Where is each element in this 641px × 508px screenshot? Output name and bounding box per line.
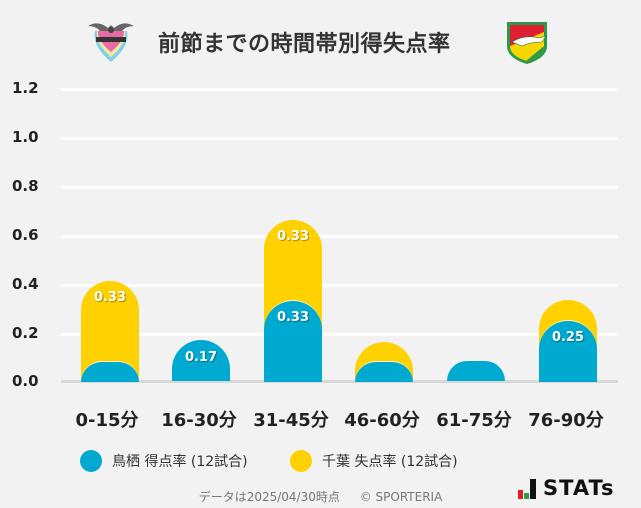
chart-header: 前節までの時間帯別得失点率 <box>0 14 641 70</box>
x-label-46-60: 46-60分 <box>344 410 420 431</box>
legend-item-chiba[interactable]: 千葉 失点率 (12試合) <box>290 450 458 472</box>
y-tick-0-8: 0.8 <box>12 177 39 195</box>
x-label-76-90: 76-90分 <box>528 410 604 431</box>
bar-segment-tosu <box>172 339 230 381</box>
x-label-0-15: 0-15分 <box>75 410 139 431</box>
jef-united-chiba-crest-icon <box>507 22 547 64</box>
y-tick-0-6: 0.6 <box>12 226 39 244</box>
y-tick-0-0: 0.0 <box>12 372 39 390</box>
value-label: 0.33 <box>276 228 310 244</box>
copyright: © SPORTERIA <box>359 490 443 504</box>
stats-brand-text: STATs <box>543 476 615 500</box>
gridline <box>61 88 618 91</box>
sagan-tosu-crest-icon <box>88 23 134 62</box>
gridline <box>61 284 618 287</box>
legend-dot-blue-icon <box>80 450 102 472</box>
legend-label: 鳥栖 得点率 (12試合) <box>112 454 248 470</box>
y-tick-0-2: 0.2 <box>12 324 39 342</box>
value-label: 0.25 <box>551 330 585 345</box>
legend-item-tosu[interactable]: 鳥栖 得点率 (12試合) <box>80 450 248 472</box>
bar-segment-tosu <box>81 361 139 382</box>
x-axis-baseline <box>61 380 618 383</box>
legend-label: 千葉 失点率 (12試合) <box>322 454 458 470</box>
bar-segment-tosu <box>447 361 505 381</box>
data-date-note: データは2025/04/30時点 <box>198 490 340 504</box>
y-tick-0-4: 0.4 <box>12 275 39 293</box>
y-tick-1-0: 1.0 <box>12 128 39 146</box>
value-label: 0.17 <box>184 349 218 365</box>
gridline <box>61 235 618 238</box>
value-label: 0.33 <box>93 289 127 305</box>
y-tick-1-2: 1.2 <box>12 79 39 97</box>
x-label-16-30: 16-30分 <box>161 410 237 431</box>
bar-segment-tosu <box>539 320 597 382</box>
gridline <box>61 186 618 189</box>
x-label-61-75: 61-75分 <box>436 410 512 431</box>
stats-brand-logo: STATs <box>518 478 614 499</box>
chart-title: 前節までの時間帯別得失点率 <box>158 32 451 57</box>
bar-segment-tosu <box>264 300 322 382</box>
gridline <box>61 333 618 336</box>
stats-bars-icon <box>518 479 537 499</box>
legend-dot-yellow-icon <box>290 450 312 472</box>
value-label: 0.33 <box>276 310 310 326</box>
bar-segment-tosu <box>355 361 413 382</box>
gridline <box>61 137 618 140</box>
x-label-31-45: 31-45分 <box>253 410 329 431</box>
footer: データは2025/04/30時点 © SPORTERIA <box>0 488 641 505</box>
